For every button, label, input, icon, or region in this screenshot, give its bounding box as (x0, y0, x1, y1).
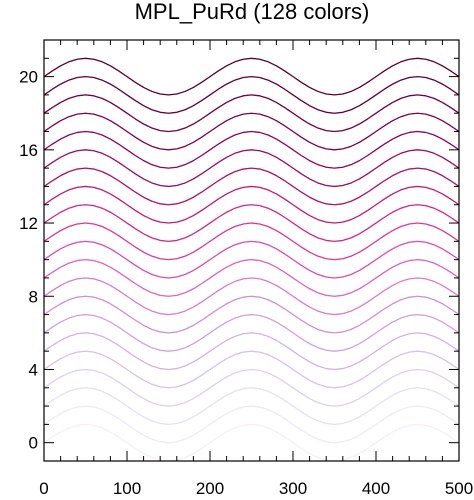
series-line-4 (43, 350, 460, 389)
x-tick-label: 500 (445, 479, 473, 498)
series-line-12 (43, 204, 460, 242)
series-line-9 (43, 259, 460, 297)
series-line-7 (43, 295, 460, 334)
series-line-20 (43, 57, 460, 96)
series-line-13 (43, 185, 460, 224)
series-line-3 (43, 368, 460, 407)
series-line-17 (43, 112, 460, 151)
y-tick-label: 20 (19, 68, 38, 87)
y-tick-label: 4 (29, 360, 38, 379)
x-tick-label: 100 (113, 479, 141, 498)
series-line-5 (43, 332, 460, 371)
x-tick-label: 0 (39, 479, 48, 498)
y-tick-label: 8 (29, 287, 38, 306)
series-line-8 (43, 277, 460, 316)
series-line-14 (43, 167, 460, 206)
series-line-18 (43, 94, 460, 133)
y-tick-label: 12 (19, 214, 38, 233)
series-line-16 (43, 130, 460, 169)
series-line-0 (43, 423, 460, 462)
y-tick-label: 0 (29, 434, 38, 453)
series-line-15 (43, 149, 460, 188)
plot-frame (43, 39, 460, 462)
y-tick-label: 16 (19, 141, 38, 160)
axis-layer: 0 100 200 300 400 500 0 4 8 12 16 20 (19, 39, 473, 498)
x-tick-label: 300 (279, 479, 307, 498)
series-line-2 (43, 387, 460, 426)
x-tick-label: 400 (362, 479, 390, 498)
chart-title: MPL_PuRd (128 colors) (135, 0, 370, 24)
series-layer (43, 57, 460, 462)
series-line-11 (43, 222, 460, 261)
series-line-6 (43, 313, 460, 352)
series-line-10 (43, 240, 460, 279)
series-line-1 (43, 405, 460, 444)
series-line-19 (43, 75, 460, 114)
x-tick-label: 200 (196, 479, 224, 498)
